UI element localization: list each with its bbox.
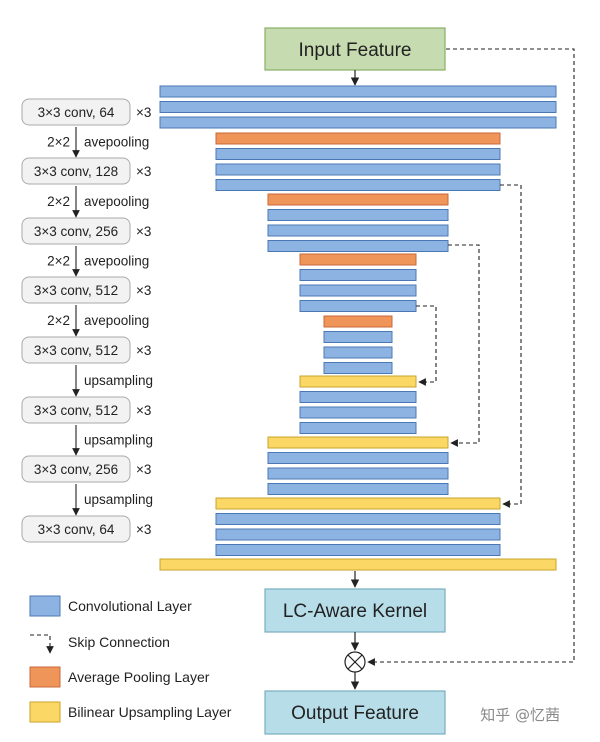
- legend-swatch-skip: [30, 634, 54, 654]
- legend-swatch-up: [29, 701, 61, 723]
- stage-mult-1: ×3: [136, 164, 151, 179]
- layer-g7-0-up: [215, 497, 501, 510]
- output-feature-box: [264, 690, 446, 735]
- input-feature-label: Input Feature: [298, 40, 411, 61]
- layer-g7-2-conv: [215, 528, 501, 541]
- transition-text-6: upsampling: [84, 492, 153, 507]
- layer-g0-2-conv: [159, 116, 557, 129]
- stage-mult-3: ×3: [136, 283, 151, 298]
- layer-g5-0-up: [299, 375, 417, 388]
- layer-g4-0-pool: [323, 315, 393, 328]
- output-feature-label: Output Feature: [291, 703, 419, 724]
- skip-connection-input: [367, 48, 575, 666]
- layer-g5-1-conv: [299, 391, 417, 403]
- legend-label-skip: Skip Connection: [68, 634, 170, 650]
- layer-g0-1-conv: [159, 101, 557, 113]
- stage-mult-0: ×3: [136, 105, 151, 120]
- layer-g3-0-pool: [299, 253, 417, 266]
- stage-label-2: 3×3 conv, 256: [34, 224, 118, 239]
- final-upsampling-layer: [159, 558, 557, 571]
- transition-text-5: upsampling: [84, 433, 153, 448]
- watermark-text: 知乎 @忆茜: [480, 706, 560, 724]
- transition-text-4: upsampling: [84, 373, 153, 388]
- layer-g4-1-conv: [323, 331, 393, 343]
- stage-pill-0: [21, 98, 131, 126]
- input-feature-box: [264, 27, 446, 71]
- skip-connection-512: [416, 305, 437, 386]
- legend-label-up: Bilinear Upsampling Layer: [68, 704, 232, 720]
- transition-prefix-1: 2×2: [47, 194, 70, 209]
- skip-connection-128: [500, 184, 522, 508]
- legend-swatch-conv: [29, 595, 61, 617]
- layer-g6-2-conv: [267, 467, 449, 480]
- lc-aware-kernel-label: LC-Aware Kernel: [283, 601, 427, 622]
- transition-text-1: avepooling: [84, 194, 149, 209]
- layer-g1-2-conv: [215, 163, 501, 176]
- stage-pill-7: [21, 515, 131, 543]
- layer-g3-1-conv: [299, 269, 417, 281]
- layer-g4-3-conv: [323, 362, 393, 374]
- layer-g6-0-up: [267, 436, 449, 449]
- layer-g2-1-conv: [267, 209, 449, 221]
- legend-label-conv: Convolutional Layer: [68, 598, 192, 614]
- layer-g7-1-conv: [215, 513, 501, 525]
- layer-g6-3-conv: [267, 483, 449, 495]
- stage-label-5: 3×3 conv, 512: [34, 403, 118, 418]
- transition-prefix-0: 2×2: [47, 135, 70, 150]
- stage-label-6: 3×3 conv, 256: [34, 462, 118, 477]
- transition-text-2: avepooling: [84, 254, 149, 269]
- stage-label-1: 3×3 conv, 128: [34, 164, 118, 179]
- layer-g7-3-conv: [215, 544, 501, 556]
- transition-text-0: avepooling: [84, 135, 149, 150]
- stage-label-4: 3×3 conv, 512: [34, 343, 118, 358]
- layer-g5-2-conv: [299, 406, 417, 419]
- skip-connection-256: [448, 244, 480, 447]
- layer-g1-0-pool: [215, 132, 501, 145]
- multiply-operator-cross-b: [347, 654, 363, 670]
- lc-aware-kernel-box: [264, 588, 446, 633]
- stage-pill-4: [21, 336, 131, 364]
- transition-prefix-3: 2×2: [47, 313, 70, 328]
- stage-pill-3: [21, 276, 131, 304]
- stage-pill-2: [21, 217, 131, 245]
- transition-text-3: avepooling: [84, 313, 149, 328]
- layer-g1-1-conv: [215, 148, 501, 160]
- layer-g6-1-conv: [267, 452, 449, 464]
- stage-mult-4: ×3: [136, 343, 151, 358]
- legend-label-pool: Average Pooling Layer: [68, 669, 210, 685]
- stage-mult-2: ×3: [136, 224, 151, 239]
- stage-pill-6: [21, 455, 131, 483]
- legend-swatch-pool: [29, 666, 61, 688]
- layer-g1-3-conv: [215, 179, 501, 191]
- layer-g2-3-conv: [267, 240, 449, 252]
- stage-mult-6: ×3: [136, 462, 151, 477]
- layer-g3-2-conv: [299, 284, 417, 297]
- transition-prefix-2: 2×2: [47, 254, 70, 269]
- stage-label-3: 3×3 conv, 512: [34, 283, 118, 298]
- layer-g3-3-conv: [299, 300, 417, 312]
- stage-label-7: 3×3 conv, 64: [38, 522, 115, 537]
- layer-g4-2-conv: [323, 346, 393, 359]
- stage-pill-5: [21, 396, 131, 424]
- stage-mult-7: ×3: [136, 522, 151, 537]
- layer-g2-0-pool: [267, 193, 449, 206]
- stage-label-0: 3×3 conv, 64: [38, 105, 115, 120]
- stage-mult-5: ×3: [136, 403, 151, 418]
- layer-g5-3-conv: [299, 422, 417, 434]
- layer-g0-0-conv: [159, 85, 557, 98]
- stage-pill-1: [21, 157, 131, 185]
- layer-g2-2-conv: [267, 224, 449, 237]
